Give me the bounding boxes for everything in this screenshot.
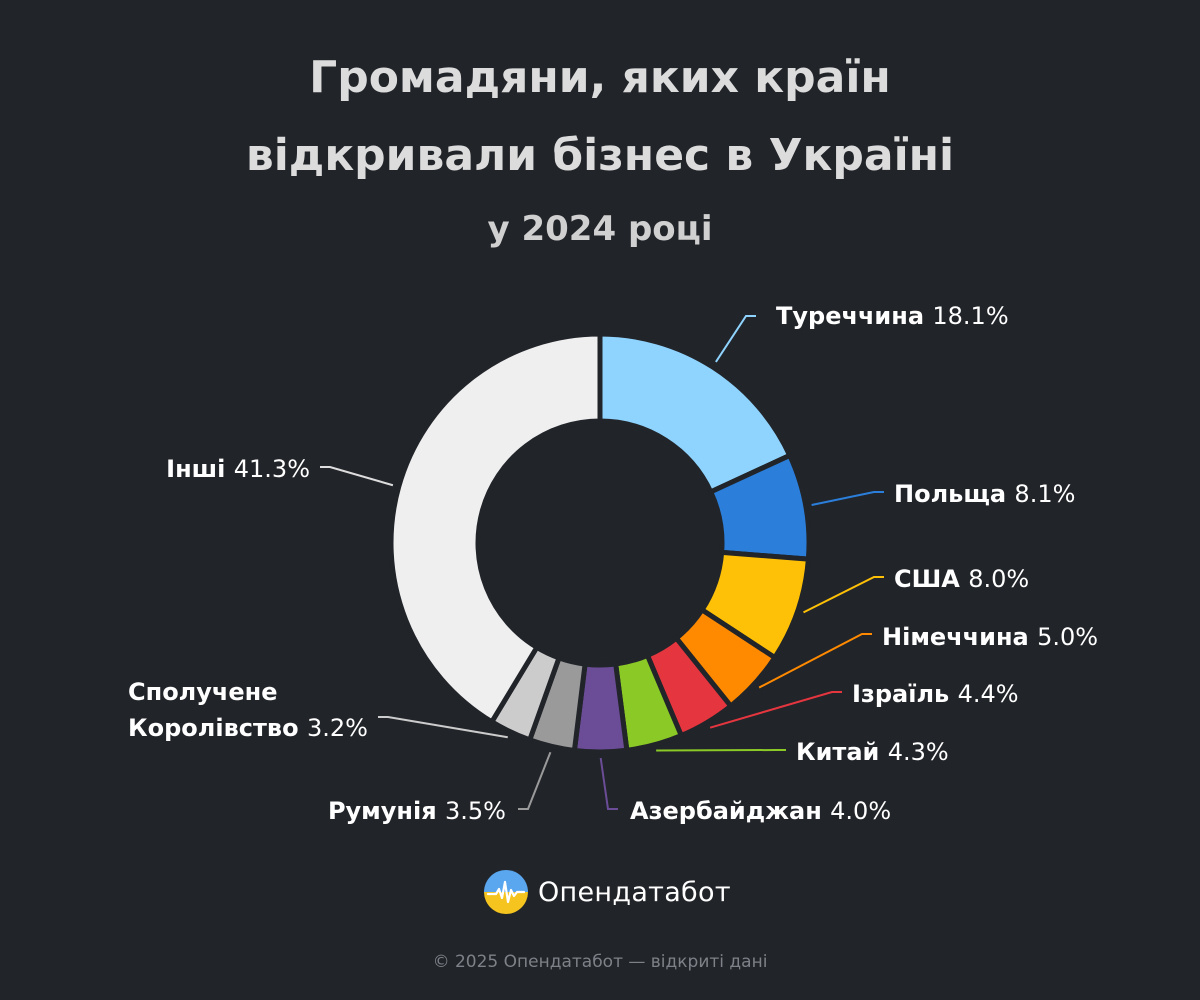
chart-subtitle: у 2024 році xyxy=(487,209,713,249)
brand-logo: Опендатабот xyxy=(484,870,731,914)
donut-slice-9 xyxy=(388,331,603,725)
slice-label-7: Румунія 3.5% xyxy=(328,797,506,825)
brand-name: Опендатабот xyxy=(538,876,731,908)
slice-label-4: Ізраїль 4.4% xyxy=(852,680,1019,708)
slice-label-5: Китай 4.3% xyxy=(796,738,949,766)
leader-line-4 xyxy=(709,691,842,729)
footer-copyright: © 2025 Опендатабот — відкриті дані xyxy=(432,952,768,972)
leader-line-6 xyxy=(599,757,618,810)
slice-label-3: Німеччина 5.0% xyxy=(882,623,1098,651)
leader-line-8 xyxy=(378,716,508,739)
chart-title-line-2: відкривали бізнес в Україні xyxy=(245,130,955,181)
slice-label-6: Азербайджан 4.0% xyxy=(630,797,891,825)
leader-line-9 xyxy=(320,466,394,487)
slice-label-0: Туреччина 18.1% xyxy=(776,302,1009,330)
slice-label-2: США 8.0% xyxy=(894,565,1029,593)
leader-line-7 xyxy=(518,751,552,810)
donut-slices xyxy=(388,331,812,755)
slice-label-9: Інші 41.3% xyxy=(166,455,310,483)
chart-title-line-1: Громадяни, яких країн xyxy=(309,52,891,103)
label-leader-lines xyxy=(320,315,884,810)
leader-line-0 xyxy=(715,315,756,363)
leader-line-5 xyxy=(656,749,786,752)
slice-labels: Туреччина 18.1% Польща 8.1% США 8.0% Німечч… xyxy=(128,302,1098,825)
leader-line-2 xyxy=(803,576,884,614)
slice-label-8: Сполучене Королівство 3.2% xyxy=(128,678,368,742)
slice-label-1: Польща 8.1% xyxy=(894,480,1075,508)
leader-line-3 xyxy=(758,633,872,689)
leader-line-1 xyxy=(811,491,884,506)
opendatabot-logo-icon xyxy=(484,870,528,914)
